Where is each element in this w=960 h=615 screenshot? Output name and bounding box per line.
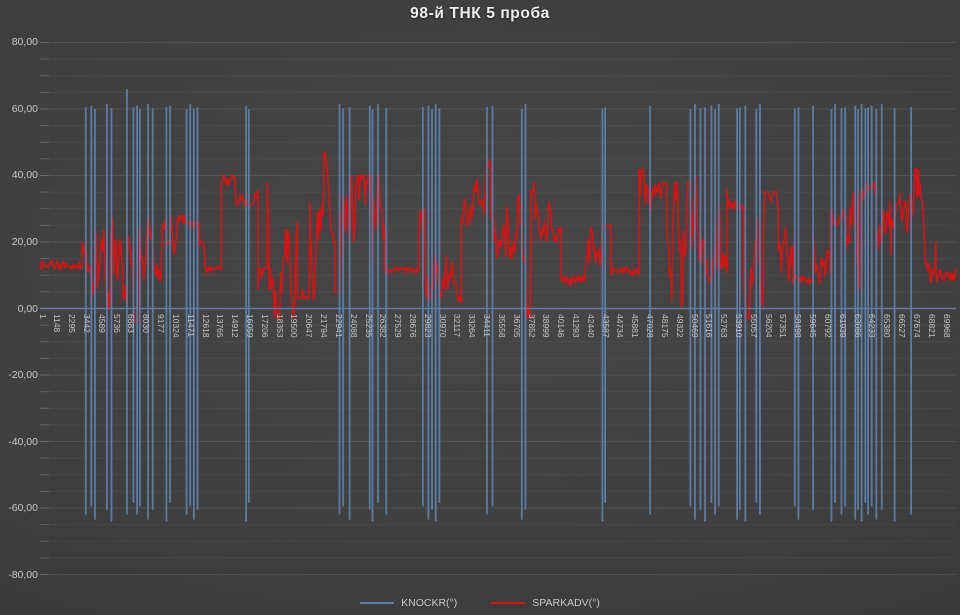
x-tick-label: 65380 xyxy=(882,314,893,338)
x-tick-label: 45881 xyxy=(630,314,641,338)
x-tick-label: 13765 xyxy=(215,314,226,338)
x-tick-label: 52763 xyxy=(719,314,730,338)
x-tick-label: 49322 xyxy=(674,314,685,338)
x-tick-label: 48175 xyxy=(659,314,670,338)
x-tick-label: 61939 xyxy=(837,314,848,338)
x-tick-label: 5736 xyxy=(111,314,122,333)
x-tick-label: 69968 xyxy=(941,314,952,338)
x-tick-label: 38999 xyxy=(541,314,552,338)
legend: KNOCKR(°) SPARKADV(°) xyxy=(0,597,960,609)
chart-title: 98-й ТНК 5 проба xyxy=(410,5,550,22)
y-tick-label: -60,00 xyxy=(8,502,38,515)
y-tick-label: -40,00 xyxy=(8,435,38,448)
knockr-line-swatch xyxy=(360,602,395,604)
x-tick-label: 51616 xyxy=(704,314,715,338)
x-tick-label: 26382 xyxy=(378,314,389,338)
x-tick-label: 2295 xyxy=(67,314,78,333)
x-tick-label: 63086 xyxy=(852,314,863,338)
knockr-series xyxy=(40,89,956,522)
x-tick-label: 22941 xyxy=(333,314,344,338)
x-tick-label: 43587 xyxy=(600,314,611,338)
x-tick-label: 42440 xyxy=(585,314,596,338)
x-tick-label: 67674 xyxy=(911,314,922,338)
x-tick-label: 12618 xyxy=(200,314,211,338)
x-tick-label: 16059 xyxy=(244,314,255,338)
x-tick-label: 20647 xyxy=(304,314,315,338)
legend-label-sparkadv: SPARKADV(°) xyxy=(532,597,600,609)
x-tick-label: 60792 xyxy=(822,314,833,338)
y-tick-label: -20,00 xyxy=(8,369,38,381)
legend-label-knockr: KNOCKR(°) xyxy=(401,597,458,609)
x-tick-label: 10324 xyxy=(170,314,181,338)
x-tick-label: 44734 xyxy=(615,314,626,338)
x-tick-label: 36705 xyxy=(511,314,522,338)
x-tick-label: 35558 xyxy=(496,314,507,338)
x-tick-label: 18353 xyxy=(274,314,285,338)
y-tick-label: 60,00 xyxy=(11,102,38,115)
x-tick-label: 6883 xyxy=(126,314,137,333)
x-tick-label: 21794 xyxy=(319,314,330,338)
y-tick-label: 20,00 xyxy=(11,235,38,248)
x-tick-label: 53910 xyxy=(734,314,745,338)
sparkadv-line-swatch xyxy=(491,602,526,604)
sparkadv-series xyxy=(39,151,957,323)
x-tick-label: 40146 xyxy=(556,314,567,338)
x-tick-label: 55057 xyxy=(748,314,759,338)
gridlines xyxy=(40,41,956,576)
x-tick-label: 41293 xyxy=(571,314,581,338)
x-tick-label: 47028 xyxy=(645,314,656,338)
x-tick-label: 8030 xyxy=(141,314,152,333)
x-tick-label: 30970 xyxy=(437,314,448,338)
x-tick-label: 19500 xyxy=(289,314,300,338)
x-tick-label: 68821 xyxy=(926,314,937,338)
x-tick-label: 1148 xyxy=(52,314,63,333)
x-tick-label: 27529 xyxy=(393,314,404,338)
x-tick-label: 57351 xyxy=(778,314,789,338)
x-tick-label: 66527 xyxy=(897,314,908,338)
x-tick-label: 33264 xyxy=(467,314,478,338)
x-tick-label: 58498 xyxy=(793,314,804,338)
x-tick-label: 25235 xyxy=(363,314,374,338)
x-tick-label: 3442 xyxy=(81,314,92,333)
y-tick-label: 80,00 xyxy=(11,36,38,49)
y-tick-label: -80,00 xyxy=(8,568,38,581)
x-tick-label: 9177 xyxy=(156,314,167,333)
x-tick-label: 29823 xyxy=(422,314,433,338)
x-tick-label: 14912 xyxy=(230,314,241,338)
x-tick-label: 17206 xyxy=(259,314,270,338)
x-tick-label: 11471 xyxy=(185,314,196,338)
x-tick-label: 24088 xyxy=(348,314,359,338)
x-tick-label: 64233 xyxy=(867,314,878,338)
x-tick-label: 59645 xyxy=(808,314,819,338)
x-tick-label: 32117 xyxy=(452,314,463,338)
legend-item-knockr: KNOCKR(°) xyxy=(360,597,457,609)
y-tick-label: 40,00 xyxy=(11,169,38,182)
x-tick-label: 34411 xyxy=(482,314,493,338)
x-tick-label: 1 xyxy=(37,314,48,319)
y-tick-label: 0,00 xyxy=(17,302,38,315)
x-tick-label: 28676 xyxy=(407,314,418,338)
x-tick-label: 37852 xyxy=(526,314,537,338)
x-tick-label: 4589 xyxy=(96,314,107,333)
x-tick-label: 56204 xyxy=(763,314,774,338)
x-tick-label: 50469 xyxy=(689,314,700,338)
legend-item-sparkadv: SPARKADV(°) xyxy=(491,597,600,609)
